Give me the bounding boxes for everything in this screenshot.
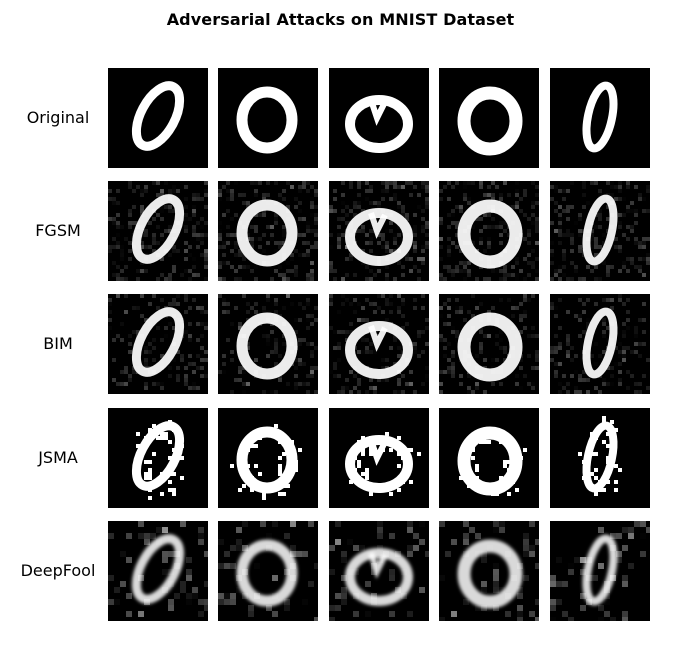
digit-image (329, 181, 429, 281)
digit-image (550, 408, 650, 508)
digit-image (108, 521, 208, 621)
digit-image (439, 294, 539, 394)
digit-image (329, 408, 429, 508)
digit-image (329, 294, 429, 394)
row-label: BIM (43, 334, 73, 353)
row-label: DeepFool (20, 561, 96, 580)
figure-title: Adversarial Attacks on MNIST Dataset (166, 10, 515, 29)
digit-image (108, 68, 208, 168)
row-label: JSMA (38, 448, 78, 467)
row-label: Original (26, 108, 90, 127)
digit-image (108, 181, 208, 281)
row-jsma: JSMA (0, 408, 681, 508)
digit-image (218, 294, 318, 394)
row-bim: BIM (0, 294, 681, 394)
digit-image (329, 68, 429, 168)
digit-image (550, 68, 650, 168)
digit-image (218, 521, 318, 621)
digit-image (218, 181, 318, 281)
digit-image (550, 181, 650, 281)
digit-image (218, 408, 318, 508)
digit-image (108, 294, 208, 394)
digit-image (439, 521, 539, 621)
row-label: FGSM (35, 221, 81, 240)
digit-image (439, 181, 539, 281)
digit-image (108, 408, 208, 508)
digit-image (439, 408, 539, 508)
digit-image (329, 521, 429, 621)
digit-image (550, 521, 650, 621)
row-deepfool: DeepFool (0, 521, 681, 621)
digit-image (550, 294, 650, 394)
digit-image (218, 68, 318, 168)
digit-image (439, 68, 539, 168)
row-fgsm: FGSM (0, 181, 681, 281)
row-original: Original (0, 68, 681, 168)
